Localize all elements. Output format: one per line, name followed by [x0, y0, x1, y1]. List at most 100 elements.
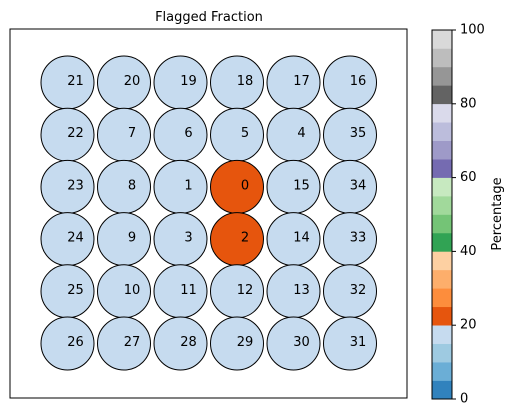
sensor-label: 22 [67, 126, 84, 141]
sensor-cell: 1 [153, 159, 208, 214]
sensor-label: 18 [237, 74, 254, 89]
sensor-label: 17 [293, 74, 310, 89]
sensor-cell: 22 [40, 107, 95, 162]
colorbar-segment [432, 177, 452, 197]
colorbar: 0 20 40 60 80 100 Percentage [431, 23, 505, 407]
sensor-cell: 27 [97, 316, 151, 371]
sensor-label: 1 [184, 178, 192, 193]
sensor-label: 24 [67, 231, 84, 246]
sensor-cell: 11 [153, 264, 208, 319]
sensor-label: 19 [180, 74, 197, 89]
sensor-cell: 32 [323, 264, 377, 319]
sensor-label: 5 [241, 126, 249, 141]
sensor-label: 34 [350, 178, 367, 193]
sensor-label: 33 [350, 231, 367, 246]
sensor-circle [323, 316, 377, 371]
colorbar-tick-label: 40 [460, 244, 477, 259]
sensor-cell: 23 [40, 159, 95, 214]
sensor-cell: 26 [40, 316, 95, 371]
sensor-label: 0 [241, 178, 249, 193]
sensor-label: 2 [241, 231, 249, 246]
sensor-circle [210, 159, 264, 214]
sensor-cell: 12 [210, 264, 264, 319]
sensor-label: 15 [293, 178, 310, 193]
sensor-cell: 14 [266, 212, 321, 267]
sensor-cell: 9 [97, 212, 151, 267]
sensor-circle [210, 316, 264, 371]
colorbar-tick-label: 20 [460, 318, 477, 333]
colorbar-segment [432, 251, 452, 271]
colorbar-label: Percentage [490, 177, 505, 250]
colorbar-segment [432, 85, 452, 105]
sensor-circle [97, 107, 151, 162]
colorbar-segment [432, 232, 452, 252]
sensor-circle [266, 316, 321, 371]
sensor-label: 29 [237, 335, 254, 350]
sensor-label: 21 [67, 74, 84, 89]
colorbar-segments [432, 30, 452, 400]
sensor-circle [40, 316, 95, 371]
colorbar-tick-label: 60 [460, 170, 477, 185]
sensor-cell: 25 [40, 264, 95, 319]
sensor-cell: 7 [97, 107, 151, 162]
colorbar-segment [432, 103, 452, 123]
colorbar-segment [432, 362, 452, 381]
sensor-label: 26 [67, 335, 84, 350]
sensor-circle [210, 212, 264, 267]
sensor-label: 13 [293, 283, 310, 298]
sensor-label: 23 [67, 178, 84, 193]
sensor-cell: 3 [153, 212, 208, 267]
colorbar-segment [432, 214, 452, 234]
chart-title: Flagged Fraction [155, 10, 263, 25]
sensor-cell: 19 [153, 55, 208, 110]
sensor-label: 16 [350, 74, 367, 89]
sensor-cell: 17 [266, 55, 321, 110]
sensor-circle [97, 212, 151, 267]
sensor-circle [153, 316, 208, 371]
colorbar-segment [432, 306, 452, 326]
colorbar-segment [432, 30, 452, 49]
sensor-label: 32 [350, 283, 367, 298]
sensor-cell: 0 [210, 159, 264, 214]
sensor-cell: 16 [323, 55, 377, 110]
sensor-cell: 30 [266, 316, 321, 371]
colorbar-segment [432, 140, 452, 160]
sensor-label: 12 [237, 283, 254, 298]
sensor-circle [153, 159, 208, 214]
sensor-label: 25 [67, 283, 84, 298]
sensor-cell: 8 [97, 159, 151, 214]
sensor-cell: 15 [266, 159, 321, 214]
colorbar-segment [432, 122, 452, 141]
colorbar-segment [432, 269, 452, 289]
sensor-cell: 28 [153, 316, 208, 371]
sensor-cell: 20 [97, 55, 151, 110]
sensor-label: 27 [124, 335, 141, 350]
sensor-label: 14 [293, 231, 310, 246]
colorbar-segment [432, 288, 452, 308]
sensor-cell: 2 [210, 212, 264, 267]
sensor-cell: 31 [323, 316, 377, 371]
sensor-cell: 5 [210, 107, 264, 162]
colorbar-tick-label: 100 [460, 23, 485, 38]
sensor-cell: 13 [266, 264, 321, 319]
colorbar-frame [431, 29, 453, 400]
sensor-label: 35 [350, 126, 367, 141]
sensor-cell: 6 [153, 107, 208, 162]
sensor-label: 28 [180, 335, 197, 350]
sensor-cell: 29 [210, 316, 264, 371]
colorbar-segment [432, 343, 452, 363]
sensor-circle [153, 212, 208, 267]
sensor-circle [153, 107, 208, 162]
colorbar-tick-label: 80 [460, 96, 477, 111]
sensor-circle [266, 107, 321, 162]
sensor-cell: 18 [210, 55, 264, 110]
colorbar-tick-label: 0 [460, 392, 468, 407]
sensor-cell: 33 [323, 212, 377, 267]
sensor-cell: 4 [266, 107, 321, 162]
sensor-circle [97, 159, 151, 214]
sensor-label: 30 [293, 335, 310, 350]
sensor-cell: 35 [323, 107, 377, 162]
plot-frame [9, 28, 408, 399]
colorbar-segment [432, 380, 452, 400]
